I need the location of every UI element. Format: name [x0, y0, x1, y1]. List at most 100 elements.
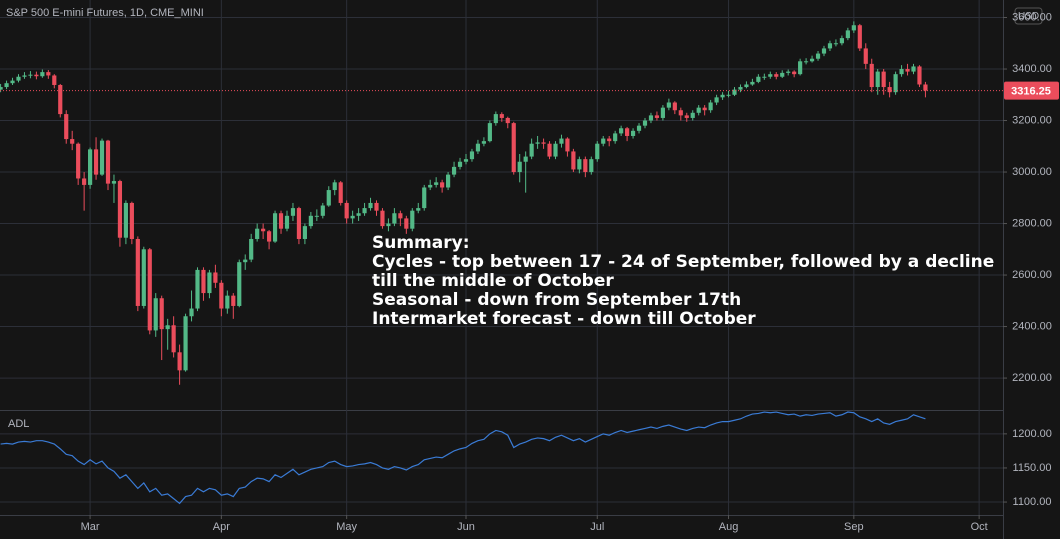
candle-body	[10, 80, 15, 84]
candle-body	[290, 208, 296, 216]
candle-body	[529, 143, 534, 157]
candle-body	[76, 143, 81, 179]
x-tick-label: Jun	[457, 521, 475, 533]
candle-body	[815, 53, 821, 59]
candle-body	[541, 142, 546, 144]
candle-body	[493, 114, 498, 124]
candle-body	[440, 182, 445, 188]
candle-body	[416, 208, 421, 211]
x-tick-label: Apr	[213, 521, 230, 533]
candle-body	[219, 282, 224, 309]
candle-body	[601, 138, 606, 144]
candle-body	[774, 74, 779, 77]
candle-body	[625, 128, 630, 136]
candle-body	[225, 295, 230, 309]
candle-body	[642, 120, 648, 126]
candle-body	[613, 133, 618, 142]
candle-body	[887, 87, 892, 93]
candle-body	[368, 202, 373, 209]
candle-body	[404, 218, 409, 229]
candle-body	[469, 151, 475, 160]
candle-body	[451, 166, 457, 175]
candle-body	[272, 213, 278, 242]
currency-box[interactable]	[1014, 7, 1043, 25]
candle-body	[82, 178, 87, 185]
candle-body	[332, 182, 337, 191]
candle-body	[28, 74, 33, 76]
x-tick-label: Sep	[844, 521, 864, 533]
candle-body	[153, 298, 158, 331]
y-tick-label: 3600.00	[1012, 11, 1052, 23]
candle-body	[654, 115, 660, 118]
candle-body	[857, 25, 862, 49]
candle-body	[595, 143, 600, 160]
candle-body	[577, 159, 582, 170]
x-tick-label: May	[336, 521, 357, 533]
candle-body	[201, 269, 206, 294]
annotation-line: Intermarket forecast - down till October	[372, 309, 756, 329]
candle-body	[875, 71, 880, 88]
candle-body	[34, 74, 39, 77]
candle-body	[630, 130, 636, 136]
candle-body	[517, 161, 522, 173]
candle-body	[660, 107, 665, 118]
candle-body	[839, 38, 844, 44]
candle-body	[93, 149, 99, 175]
candle-body	[792, 71, 797, 75]
candle-body	[553, 143, 558, 157]
candle-body	[147, 249, 152, 331]
candle-body	[571, 151, 576, 170]
candle-body	[123, 202, 128, 238]
candle-body	[344, 202, 349, 219]
candle-body	[159, 298, 164, 330]
candle-body	[213, 272, 218, 283]
candle-body	[845, 30, 850, 39]
candle-body	[821, 48, 827, 54]
candle-body	[189, 308, 194, 317]
indicator-title: ADL	[8, 418, 29, 430]
candle-body	[105, 140, 111, 184]
candle-body	[511, 123, 516, 173]
candle-body	[129, 202, 134, 239]
candle-body	[535, 142, 540, 144]
candle-body	[911, 66, 916, 72]
candle-body	[386, 223, 391, 227]
candle-body	[827, 43, 833, 49]
candle-body	[165, 325, 170, 330]
x-tick-label: Oct	[971, 521, 988, 533]
last-price-tag	[1004, 81, 1059, 100]
candle-body	[183, 316, 188, 371]
candle-body	[70, 139, 75, 144]
symbol-title: S&P 500 E-mini Futures, 1D, CME_MINI	[6, 7, 204, 19]
candle-body	[648, 115, 654, 121]
annotation-line: Summary:	[372, 233, 470, 253]
candle-body	[302, 226, 307, 239]
candle-body	[314, 215, 319, 217]
candle-body	[284, 215, 290, 229]
candle-body	[422, 187, 427, 209]
candle-body	[40, 72, 45, 77]
candle-body	[261, 228, 266, 232]
candle-body	[565, 138, 570, 152]
candle-body	[457, 161, 463, 167]
x-tick-label: Jul	[590, 521, 604, 533]
candle-body	[726, 94, 731, 96]
candle-body	[380, 210, 385, 227]
candle-body	[177, 352, 182, 371]
candle-body	[893, 74, 898, 93]
candle-body	[207, 272, 212, 294]
candle-body	[356, 213, 361, 216]
candle-body	[410, 210, 415, 229]
annotation-line: Seasonal - down from September 17th	[372, 290, 741, 310]
candle-body	[690, 112, 695, 118]
candle-body	[434, 182, 439, 185]
annotation-line: Cycles - top between 17 - 24 of Septembe…	[372, 252, 994, 272]
candle-body	[4, 83, 9, 88]
candle-body	[243, 259, 248, 263]
candle-body	[702, 107, 707, 111]
candle-body	[708, 102, 713, 111]
currency[interactable]: USD	[1018, 11, 1039, 22]
candle-body	[523, 156, 528, 162]
candle-body	[804, 61, 809, 63]
